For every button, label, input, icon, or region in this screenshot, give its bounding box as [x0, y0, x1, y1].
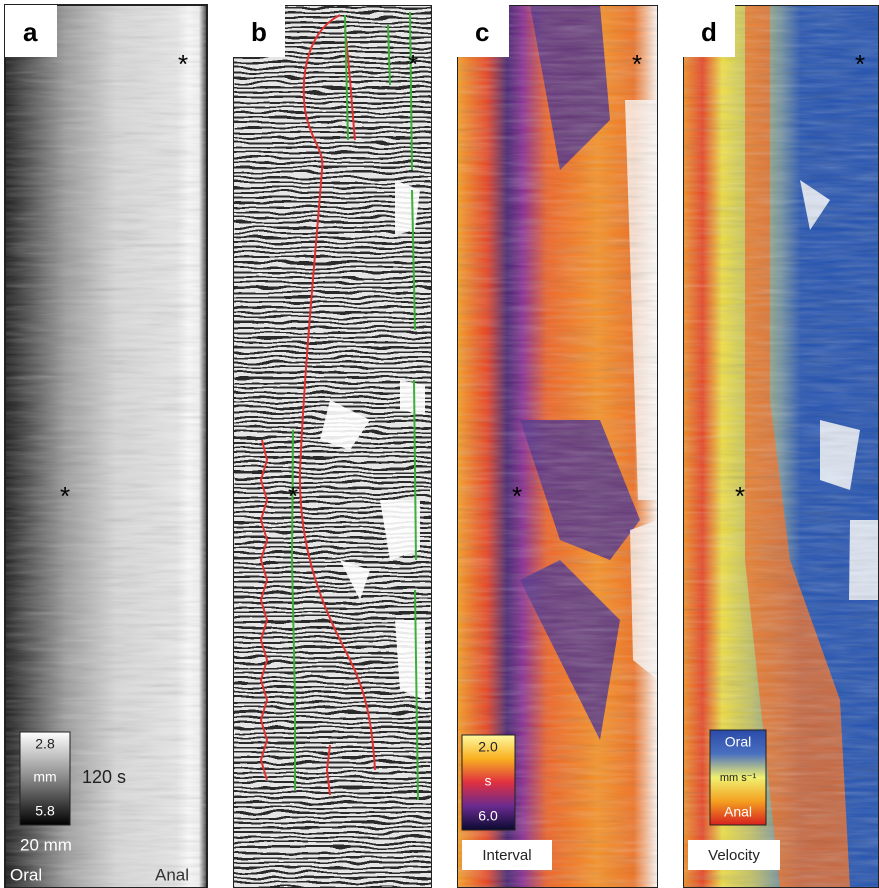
caption: Velocity — [708, 847, 760, 864]
oral-label: Oral — [10, 865, 42, 884]
asterisk: * — [512, 481, 522, 511]
time-scale: 120 s — [82, 767, 126, 787]
length-scale: 20 mm — [20, 835, 72, 854]
caption: Interval — [482, 847, 531, 864]
scale-label: Anal — [724, 804, 752, 820]
panel-label: d — [701, 17, 717, 47]
panel-label: a — [23, 17, 38, 47]
panel-label: b — [251, 17, 267, 47]
asterisk: * — [178, 49, 188, 79]
asterisk: * — [632, 49, 642, 79]
anal-label: Anal — [155, 865, 189, 884]
scale-label: 2.0 — [478, 739, 498, 755]
scale-label: Oral — [725, 734, 751, 750]
panel-b — [233, 5, 432, 888]
asterisk: * — [735, 481, 745, 511]
scale-label: 6.0 — [478, 808, 498, 824]
panel-c — [457, 5, 658, 888]
asterisk: * — [288, 481, 298, 511]
asterisk: * — [855, 49, 865, 79]
page: a * * b * * c * * d * * 2.8 mm 5.8 120 s 20 mm Oral Anal 2.… — [0, 0, 879, 888]
asterisk: * — [60, 481, 70, 511]
scale-label: mm — [33, 769, 56, 785]
panel-a — [5, 5, 207, 888]
panel-label: c — [475, 17, 489, 47]
panel-d — [683, 5, 879, 888]
asterisk: * — [408, 49, 418, 79]
scale-label: 5.8 — [35, 803, 55, 819]
scale-label: s — [485, 773, 492, 789]
scale-label: mm s⁻¹ — [720, 772, 757, 784]
scale-label: 2.8 — [35, 736, 55, 752]
figure: a * * b * * c * * d * * 2.8 mm 5.8 120 s 20 mm Oral Anal 2.… — [0, 0, 879, 888]
